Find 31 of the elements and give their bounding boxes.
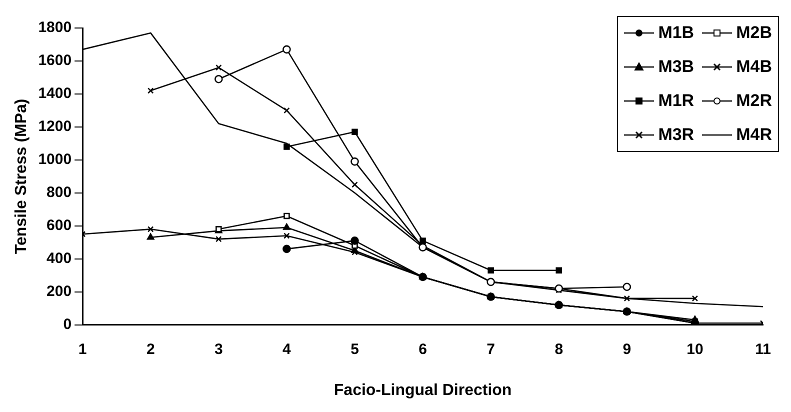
y-tick-label: 1000 — [38, 151, 72, 168]
x-tick-label: 1 — [78, 340, 87, 358]
y-tick-label: 1400 — [38, 85, 72, 102]
x-tick-label: 4 — [282, 340, 292, 358]
y-tick-label: 1600 — [38, 52, 72, 70]
x-axis-title: Facio-Lingual Direction — [334, 382, 512, 399]
y-tick-label: 400 — [46, 250, 72, 267]
x-tick-label: 7 — [486, 340, 495, 358]
legend-label: M2R — [736, 91, 772, 111]
y-axis-title: Tensile Stress (MPa) — [13, 98, 30, 254]
x-tick-label: 2 — [146, 340, 155, 358]
x-tick-label: 5 — [350, 340, 359, 358]
legend-label: M4B — [736, 57, 772, 77]
legend-label: M4R — [736, 125, 772, 145]
x-tick-label: 9 — [622, 340, 632, 358]
y-tick-label: 1800 — [38, 19, 72, 36]
y-tick-label: 800 — [46, 184, 72, 202]
legend-label: M3R — [658, 125, 694, 145]
legend-label: M3B — [658, 57, 694, 77]
legend-label: M2B — [736, 23, 772, 43]
x-tick-label: 11 — [755, 340, 771, 358]
y-tick-label: 0 — [63, 316, 72, 333]
y-tick-label: 200 — [46, 282, 72, 300]
x-tick-label: 3 — [214, 340, 223, 358]
x-tick-label: 8 — [554, 340, 564, 358]
y-tick-label: 1200 — [38, 118, 72, 136]
x-tick-label: 6 — [418, 340, 427, 358]
x-tick-label: 10 — [686, 340, 704, 358]
legend-label: M1B — [658, 23, 694, 43]
y-tick-label: 600 — [46, 217, 72, 234]
legend-label: M1R — [658, 91, 694, 111]
